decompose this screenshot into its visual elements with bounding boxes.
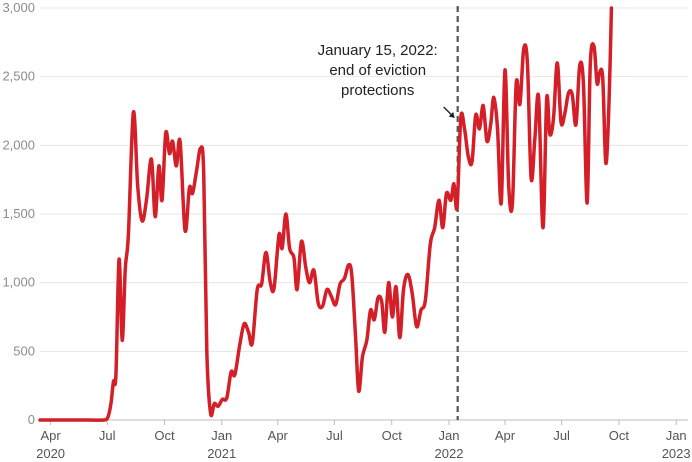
x-tick-label: Apr	[268, 428, 289, 443]
y-tick-label: 500	[13, 343, 35, 358]
y-tick-label: 1,500	[2, 206, 35, 221]
y-tick-label: 3,000	[2, 0, 35, 15]
x-tick-label: Oct	[382, 428, 403, 443]
y-tick-label: 2,500	[2, 69, 35, 84]
x-tick-year-label: 2021	[207, 446, 236, 461]
x-axis: Apr 2020 Jul Oct Jan 2021 Apr Jul Oct Jan 2022 Apr J…	[36, 420, 691, 461]
annotation-arrowhead	[448, 112, 455, 118]
x-tick-label: Oct	[154, 428, 175, 443]
x-tick-label: Jul	[553, 428, 570, 443]
x-tick-label: Apr	[495, 428, 516, 443]
annotation: January 15, 2022: end of eviction protecti…	[318, 6, 459, 420]
annotation-text: January 15, 2022:	[318, 42, 438, 59]
x-tick-label: Apr	[40, 428, 61, 443]
x-tick-label: Jan	[438, 428, 459, 443]
x-tick-year-label: 2023	[662, 446, 691, 461]
x-tick-year-label: 2022	[435, 446, 464, 461]
y-tick-label: 2,000	[2, 137, 35, 152]
gridlines	[40, 7, 688, 421]
x-tick-label: Oct	[609, 428, 630, 443]
y-tick-label: 0	[28, 412, 35, 427]
x-tick-label: Jan	[211, 428, 232, 443]
series-line	[38, 6, 614, 422]
x-tick-label: Jul	[326, 428, 343, 443]
y-axis: 0 500 1,000 1,500 2,000 2,500 3,000	[2, 0, 35, 427]
y-tick-label: 1,000	[2, 275, 35, 290]
series-layer	[38, 6, 614, 422]
annotation-text: protections	[341, 82, 414, 99]
x-tick-label: Jul	[99, 428, 116, 443]
x-tick-year-label: 2020	[36, 446, 65, 461]
x-tick-label: Jan	[666, 428, 687, 443]
annotation-text: end of eviction	[329, 62, 426, 79]
